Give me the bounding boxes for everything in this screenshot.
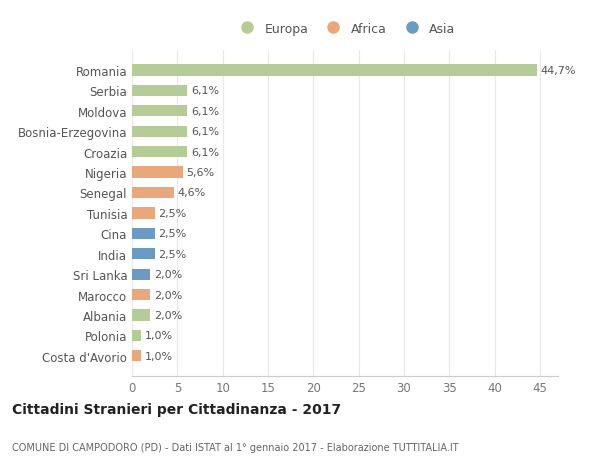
Bar bbox=[132, 249, 155, 260]
Text: 2,0%: 2,0% bbox=[154, 290, 182, 300]
Text: 6,1%: 6,1% bbox=[191, 106, 219, 117]
Text: 5,6%: 5,6% bbox=[187, 168, 215, 178]
Bar bbox=[132, 269, 150, 280]
Bar bbox=[132, 126, 187, 138]
Text: 1,0%: 1,0% bbox=[145, 351, 173, 361]
Text: 6,1%: 6,1% bbox=[191, 127, 219, 137]
Bar bbox=[132, 167, 183, 178]
Text: Cittadini Stranieri per Cittadinanza - 2017: Cittadini Stranieri per Cittadinanza - 2… bbox=[12, 402, 341, 416]
Text: 6,1%: 6,1% bbox=[191, 86, 219, 96]
Legend: Europa, Africa, Asia: Europa, Africa, Asia bbox=[229, 17, 461, 40]
Text: 1,0%: 1,0% bbox=[145, 330, 173, 341]
Text: 6,1%: 6,1% bbox=[191, 147, 219, 157]
Bar bbox=[132, 65, 537, 77]
Text: 2,0%: 2,0% bbox=[154, 310, 182, 320]
Bar bbox=[132, 289, 150, 301]
Bar bbox=[132, 86, 187, 97]
Text: 2,5%: 2,5% bbox=[158, 208, 187, 218]
Text: 2,0%: 2,0% bbox=[154, 269, 182, 280]
Bar bbox=[132, 208, 155, 219]
Text: 2,5%: 2,5% bbox=[158, 249, 187, 259]
Text: 2,5%: 2,5% bbox=[158, 229, 187, 239]
Bar bbox=[132, 330, 141, 341]
Text: 4,6%: 4,6% bbox=[178, 188, 206, 198]
Bar bbox=[132, 310, 150, 321]
Bar bbox=[132, 187, 173, 199]
Bar bbox=[132, 147, 187, 158]
Bar bbox=[132, 106, 187, 117]
Text: 44,7%: 44,7% bbox=[541, 66, 576, 76]
Bar bbox=[132, 350, 141, 362]
Text: COMUNE DI CAMPODORO (PD) - Dati ISTAT al 1° gennaio 2017 - Elaborazione TUTTITAL: COMUNE DI CAMPODORO (PD) - Dati ISTAT al… bbox=[12, 442, 458, 452]
Bar bbox=[132, 228, 155, 240]
